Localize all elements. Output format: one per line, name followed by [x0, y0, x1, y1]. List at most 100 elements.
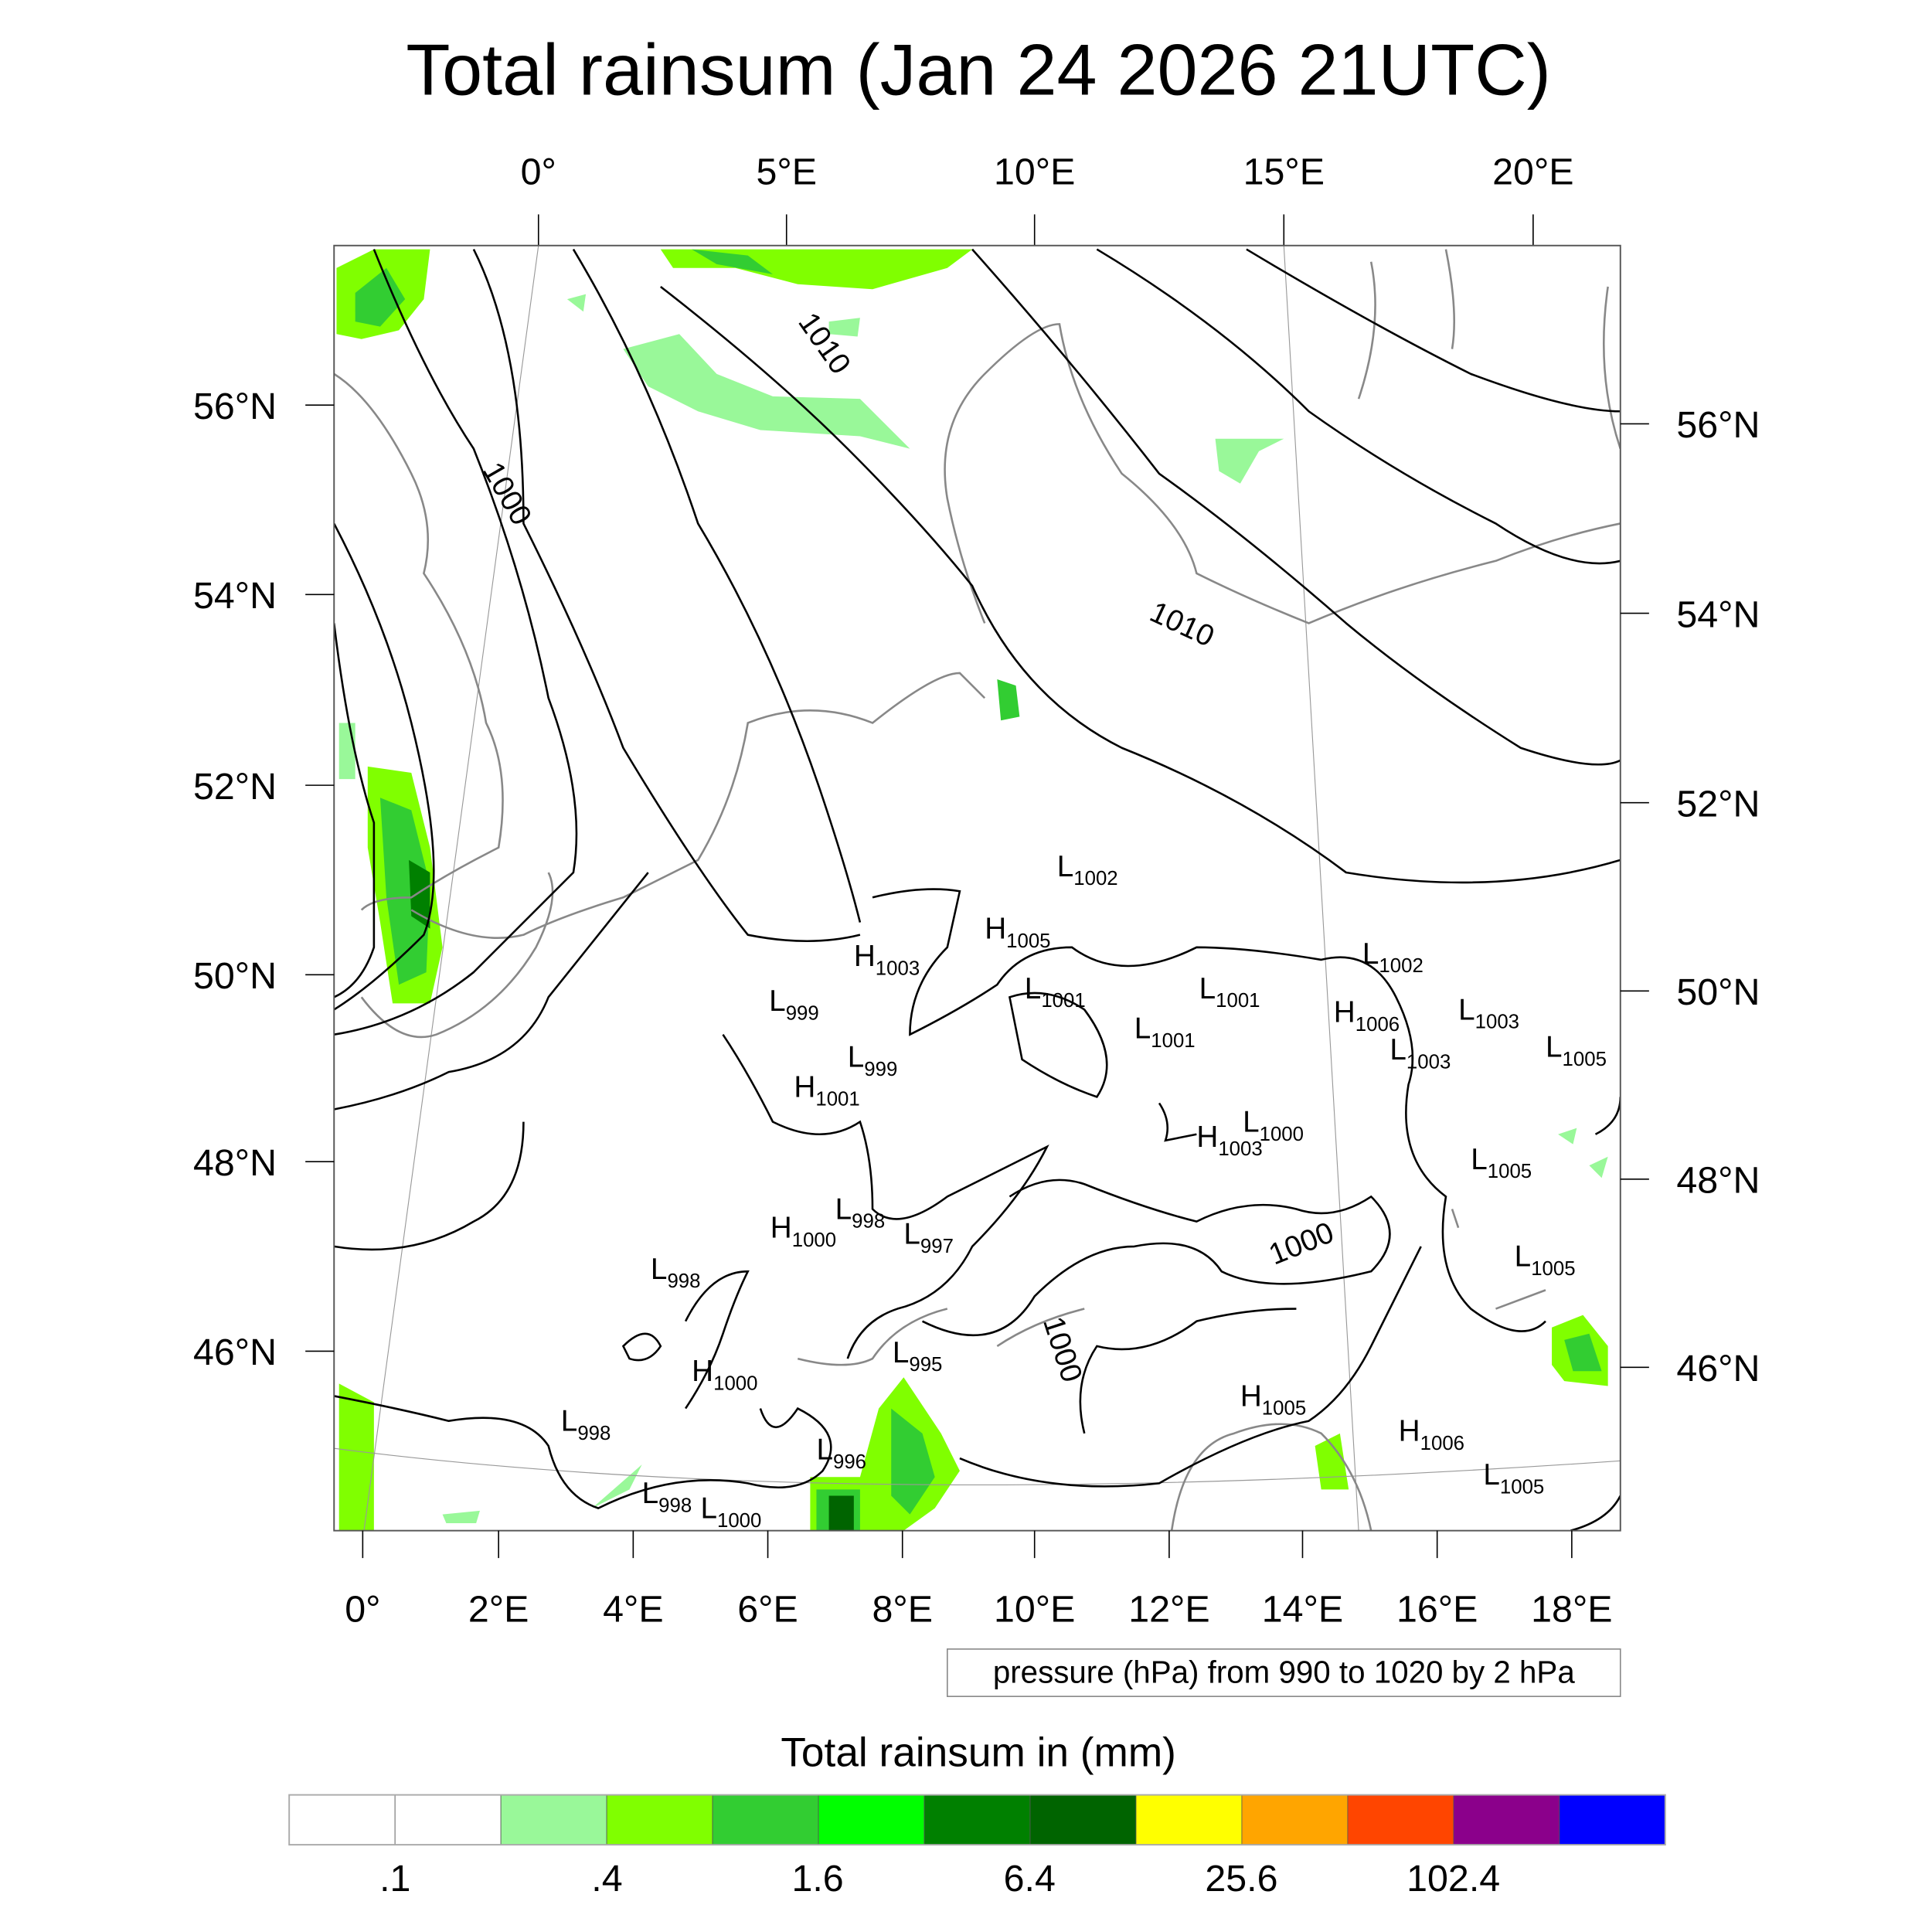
pressure-system-type: L [835, 1192, 852, 1226]
colorbar-swatch [923, 1794, 1031, 1845]
pressure-system-value: 998 [658, 1495, 692, 1516]
pressure-system-value: 1000 [1260, 1124, 1304, 1145]
pressure-system-type: H [985, 913, 1006, 946]
pressure-system-value: 1002 [1073, 868, 1117, 889]
high-pressure-label: H1005 [985, 913, 1050, 952]
pressure-system-type: L [1199, 972, 1216, 1005]
high-pressure-label: H1003 [854, 940, 920, 979]
contour-label: 1010 [1145, 595, 1219, 653]
pressure-system-value: 997 [920, 1236, 954, 1257]
bottom-lon-label: 12°E [1128, 1588, 1209, 1630]
pressure-system-type: L [1243, 1106, 1260, 1139]
pressure-system-type: L [1389, 1033, 1406, 1066]
isobars [334, 248, 1621, 1531]
contour-label: 1000 [476, 457, 538, 531]
high-pressure-label: H1001 [794, 1070, 859, 1110]
low-pressure-label: L998 [835, 1192, 886, 1232]
pressure-system-value: 1005 [1006, 930, 1050, 952]
left-lat-label: 50°N [193, 955, 277, 997]
low-pressure-label: L996 [816, 1434, 866, 1473]
left-lat-label: 52°N [193, 766, 277, 808]
low-pressure-label: L1002 [1057, 850, 1118, 889]
bottom-lon-label: 18°E [1531, 1588, 1612, 1630]
right-lat-label: 52°N [1676, 783, 1760, 825]
contour-label: 1010 [791, 307, 857, 380]
low-pressure-label: L998 [651, 1253, 701, 1292]
pressure-system-type: H [1196, 1121, 1218, 1154]
low-pressure-label: L1005 [1483, 1458, 1544, 1498]
colorbar-swatch [394, 1794, 502, 1845]
low-pressure-label: L1001 [1199, 972, 1260, 1012]
high-pressure-label: H1006 [1399, 1415, 1464, 1454]
pressure-system-type: L [903, 1218, 920, 1251]
left-lat-label: 56°N [193, 386, 277, 427]
low-pressure-label: L1005 [1546, 1031, 1607, 1070]
pressure-system-value: 1000 [717, 1510, 761, 1532]
pressure-system-type: L [1515, 1240, 1532, 1274]
pressure-system-value: 999 [864, 1059, 897, 1080]
low-pressure-label: L1000 [700, 1492, 761, 1532]
top-lon-label: 5°E [756, 151, 817, 193]
pressure-system-value: 995 [909, 1354, 942, 1376]
pressure-system-value: 996 [833, 1451, 866, 1473]
pressure-system-type: L [769, 985, 786, 1018]
colorbar: Total rainsum in (mm) .1 .4 1.6 6.4 25.6… [288, 1730, 1666, 1900]
pressure-system-value: 1001 [1041, 990, 1085, 1012]
pressure-system-value: 1005 [1563, 1049, 1607, 1070]
colorbar-label: .1 [379, 1858, 410, 1900]
pressure-system-value: 1003 [876, 957, 920, 979]
low-pressure-label: L995 [893, 1336, 943, 1376]
colorbar-label: 6.4 [1004, 1858, 1056, 1900]
low-pressure-label: L1003 [1458, 993, 1519, 1032]
colorbar-swatch [1453, 1794, 1560, 1845]
right-lat-label: 56°N [1676, 404, 1760, 446]
pressure-system-value: 1005 [1531, 1258, 1575, 1280]
bottom-lon-label: 16°E [1396, 1588, 1478, 1630]
right-lat-label: 54°N [1676, 594, 1760, 635]
pressure-system-value: 1001 [815, 1089, 859, 1111]
bottom-lon-label: 0° [345, 1588, 380, 1630]
pressure-system-type: L [1458, 993, 1475, 1026]
pressure-system-type: L [561, 1405, 578, 1438]
top-lon-label: 15°E [1243, 151, 1325, 193]
pressure-system-value: 1003 [1218, 1138, 1262, 1160]
high-pressure-label: H1000 [770, 1212, 836, 1251]
pressure-system-type: H [692, 1355, 713, 1388]
pressure-system-type: L [1546, 1031, 1563, 1064]
pressure-system-value: 1003 [1475, 1012, 1519, 1033]
pressure-system-value: 1005 [1500, 1476, 1544, 1498]
colorbar-title: Total rainsum in (mm) [781, 1730, 1176, 1775]
low-pressure-label: L1003 [1389, 1033, 1451, 1073]
low-pressure-label: L999 [769, 985, 819, 1024]
pressure-system-value: 1005 [1262, 1398, 1306, 1420]
pressure-system-value: 1006 [1420, 1433, 1464, 1454]
left-lat-axis: 56°N 54°N 52°N 50°N 48°N 46°N [193, 386, 335, 1373]
high-pressure-label: H1005 [1240, 1379, 1306, 1419]
pressure-system-type: L [1362, 937, 1379, 971]
top-lon-label: 0° [521, 151, 556, 193]
pressure-system-value: 1001 [1216, 990, 1260, 1012]
pressure-system-value: 998 [667, 1270, 700, 1292]
pressure-system-type: L [1025, 972, 1042, 1005]
colorbar-swatch [1029, 1794, 1137, 1845]
pressure-system-value: 1000 [713, 1372, 757, 1394]
colorbar-swatch [606, 1794, 713, 1845]
low-pressure-label: L998 [642, 1477, 692, 1516]
low-pressure-label: L997 [903, 1218, 954, 1257]
colorbar-swatch [1241, 1794, 1349, 1845]
right-lat-label: 50°N [1676, 971, 1760, 1013]
pressure-system-type: L [642, 1477, 659, 1510]
top-lon-label: 10°E [994, 151, 1075, 193]
bottom-lon-label: 14°E [1262, 1588, 1343, 1630]
pressure-system-value: 999 [786, 1002, 819, 1024]
pressure-system-type: H [794, 1070, 815, 1104]
low-pressure-label: L1005 [1471, 1143, 1532, 1182]
pressure-system-value: 998 [852, 1211, 885, 1233]
map-panel: 1010 1000 1010 1000 1000 L1002H1005H1003… [333, 244, 1621, 1532]
left-lat-label: 54°N [193, 575, 277, 617]
top-lon-axis: 0° 5°E 10°E 15°E 20°E [521, 151, 1574, 246]
pressure-system-value: 1006 [1355, 1014, 1400, 1036]
pressure-system-type: H [1240, 1379, 1262, 1413]
contour-label: 1000 [1036, 1313, 1088, 1386]
colorbar-label: 25.6 [1205, 1858, 1277, 1900]
